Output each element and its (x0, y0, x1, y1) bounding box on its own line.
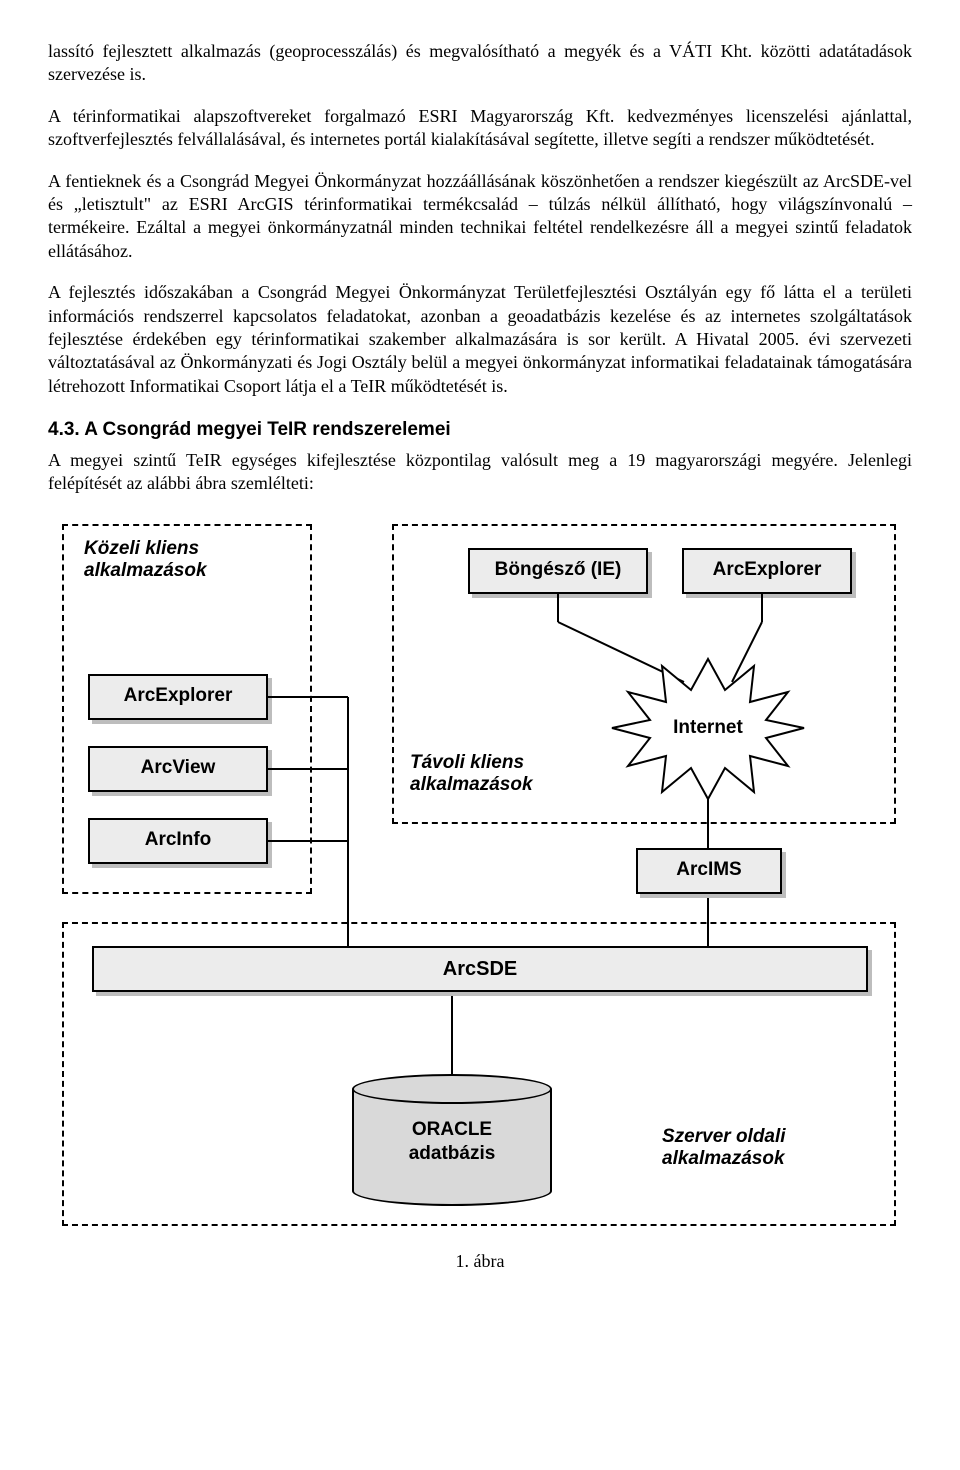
label-local-clients: Közeli kliens alkalmazások (84, 538, 207, 584)
node-oracle-db: ORACLE adatbázis (352, 1074, 552, 1206)
node-internet: Internet (658, 716, 758, 741)
paragraph: A fentieknek és a Csongrád Megyei Önkorm… (48, 170, 912, 264)
label-server-side: Szerver oldali alkalmazások (662, 1126, 786, 1172)
node-arcsde: ArcSDE (92, 946, 868, 992)
node-arcims: ArcIMS (636, 848, 782, 894)
figure-caption: 1. ábra (48, 1250, 912, 1273)
node-arcexplorer-remote: ArcExplorer (682, 548, 852, 594)
node-browser: Böngésző (IE) (468, 548, 648, 594)
paragraph: A megyei szintű TeIR egységes kifejleszt… (48, 449, 912, 496)
section-heading: 4.3. A Csongrád megyei TeIR rendszerelem… (48, 418, 912, 443)
node-arcview: ArcView (88, 746, 268, 792)
paragraph: A térinformatikai alapszoftvereket forga… (48, 105, 912, 152)
node-arcinfo: ArcInfo (88, 818, 268, 864)
paragraph: lassító fejlesztett alkalmazás (geoproce… (48, 40, 912, 87)
architecture-diagram: Közeli kliens alkalmazások Távoli kliens… (48, 514, 912, 1234)
paragraph: A fejlesztés időszakában a Csongrád Megy… (48, 281, 912, 398)
label-remote-clients: Távoli kliens alkalmazások (410, 752, 533, 798)
node-arcexplorer-local: ArcExplorer (88, 674, 268, 720)
